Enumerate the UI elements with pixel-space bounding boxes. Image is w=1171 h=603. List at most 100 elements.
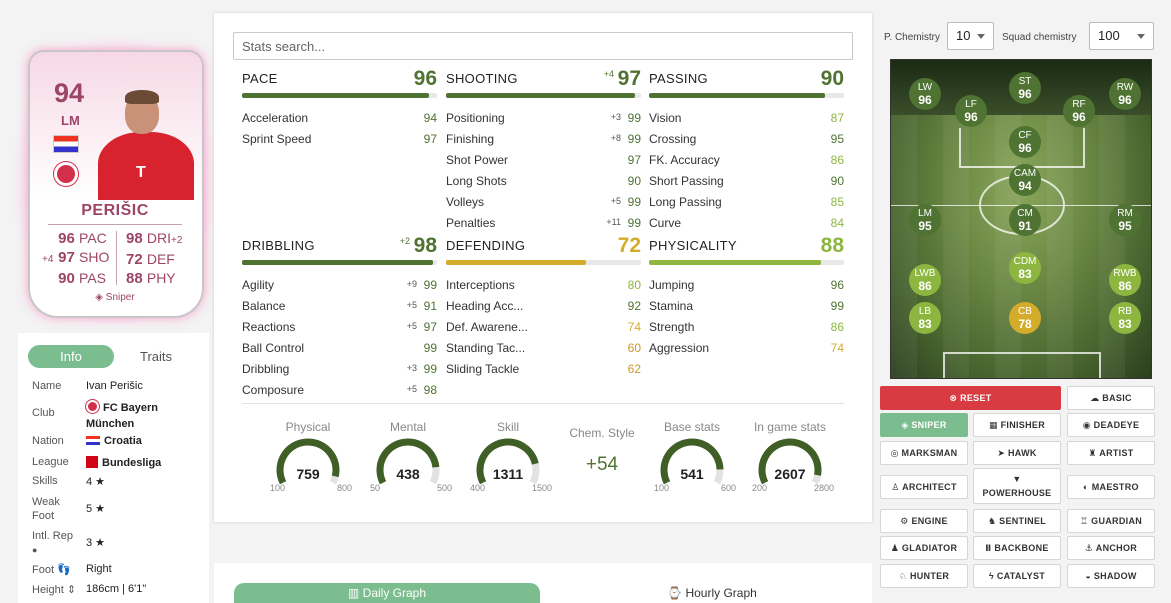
pitch-player-rb[interactable]: RB 83 bbox=[1109, 302, 1141, 334]
stat-value: 97 bbox=[423, 320, 437, 334]
pitch-player-lf[interactable]: LF 96 bbox=[955, 95, 987, 127]
stat-name: Long Passing bbox=[649, 195, 722, 209]
stat-name: Heading Acc... bbox=[446, 299, 524, 313]
artist-button[interactable]: ♜ ARTIST bbox=[1067, 441, 1155, 465]
pitch-player-lw[interactable]: LW 96 bbox=[909, 78, 941, 110]
stat-value: 80 bbox=[627, 278, 641, 292]
info-value-nation[interactable]: Croatia bbox=[86, 435, 142, 447]
engine-icon: ⚙ bbox=[900, 516, 909, 526]
pitch-player-cf[interactable]: CF 96 bbox=[1009, 126, 1041, 158]
stat-name: Strength bbox=[649, 320, 695, 334]
pitch-player-lb[interactable]: LB 83 bbox=[909, 302, 941, 334]
backbone-button[interactable]: Ⅱ BACKBONE bbox=[973, 536, 1061, 560]
pitch-player-lm[interactable]: LM 95 bbox=[909, 204, 941, 236]
guardian-button[interactable]: ♖ GUARDIAN bbox=[1067, 509, 1155, 533]
stat-row: Ball Control 99 bbox=[242, 341, 437, 355]
gladiator-button[interactable]: ♟ GLADIATOR bbox=[880, 536, 968, 560]
tab-hourly-graph[interactable]: ⌚ Hourly Graph bbox=[667, 586, 757, 600]
pitch-player-cam[interactable]: CAM 94 bbox=[1009, 164, 1041, 196]
reset-button[interactable]: ⊗ RESET bbox=[880, 386, 1061, 410]
sentinel-button[interactable]: ♞ SENTINEL bbox=[973, 509, 1061, 533]
pitch-player-cb[interactable]: CB 78 bbox=[1009, 302, 1041, 334]
player-card: 94 LM T PERIŠIC 96 PAC +4 97 SHO 90 PAS … bbox=[12, 35, 218, 325]
stat-boost: +5 bbox=[406, 384, 417, 394]
category-bar bbox=[242, 93, 437, 98]
sniper-icon: ◈ bbox=[901, 420, 909, 430]
info-value-club[interactable]: FC Bayern München bbox=[86, 400, 159, 430]
stat-row: Volleys +5 99 bbox=[446, 195, 641, 209]
tab-traits[interactable]: Traits bbox=[139, 349, 173, 364]
pitch-player-cdm[interactable]: CDM 83 bbox=[1009, 252, 1041, 284]
hawk-button[interactable]: ➤ HAWK bbox=[973, 441, 1061, 465]
catalyst-button[interactable]: ϟ CATALYST bbox=[973, 564, 1061, 588]
info-label-weak-foot: Weak Foot bbox=[32, 496, 60, 522]
artist-icon: ♜ bbox=[1088, 448, 1097, 458]
stat-value: 74 bbox=[830, 341, 844, 355]
anchor-button[interactable]: ⚓ ANCHOR bbox=[1067, 536, 1155, 560]
sniper-button[interactable]: ◈ SNIPER bbox=[880, 413, 968, 437]
bundesliga-icon bbox=[86, 456, 98, 468]
info-label-name: Name bbox=[32, 380, 62, 392]
guardian-icon: ♖ bbox=[1079, 516, 1089, 526]
stat-value: 74 bbox=[627, 320, 641, 334]
marksman-button[interactable]: ◎ MARKSMAN bbox=[880, 441, 968, 465]
pitch-player-rf[interactable]: RF 96 bbox=[1063, 95, 1095, 127]
pitch-player-rw[interactable]: RW 96 bbox=[1109, 78, 1141, 110]
stat-value: 62 bbox=[627, 362, 641, 376]
pitch-player-rm[interactable]: RM 95 bbox=[1109, 204, 1141, 236]
stat-name: Sliding Tackle bbox=[446, 362, 520, 376]
stat-value: 98 bbox=[423, 383, 437, 397]
architect-button[interactable]: ♙ ARCHITECT bbox=[880, 475, 968, 499]
architect-icon: ♙ bbox=[891, 482, 900, 492]
pitch-player-st[interactable]: ST 96 bbox=[1009, 72, 1041, 104]
shadow-icon: ◒ bbox=[1085, 571, 1092, 581]
basic-button[interactable]: ☁ BASIC bbox=[1067, 386, 1155, 410]
stat-row: Dribbling +3 99 bbox=[242, 362, 437, 376]
card-rating: 94 bbox=[54, 78, 85, 108]
pitch-player-lwb[interactable]: LWB 86 bbox=[909, 264, 941, 296]
gauge-min: 200 bbox=[752, 483, 768, 493]
stat-name: Crossing bbox=[649, 132, 697, 146]
info-value-league[interactable]: Bundesliga bbox=[86, 456, 161, 469]
tab-info[interactable]: Info bbox=[28, 345, 114, 368]
p-chemistry-select[interactable]: 10 bbox=[947, 22, 994, 50]
stats-search-input[interactable] bbox=[233, 32, 853, 60]
bayern-club-icon bbox=[54, 162, 78, 186]
maestro-button[interactable]: ◐ MAESTRO bbox=[1067, 475, 1155, 499]
stat-value: 99 bbox=[423, 278, 437, 292]
powerhouse-button[interactable]: ▼ POWERHOUSE bbox=[973, 468, 1061, 504]
gauge-physical: Physical 759 100 800 bbox=[260, 420, 356, 500]
stat-value: 86 bbox=[830, 320, 844, 334]
pitch-player-rwb[interactable]: RWB 86 bbox=[1109, 264, 1141, 296]
stat-name: Standing Tac... bbox=[446, 341, 526, 355]
shadow-button[interactable]: ◒ SHADOW bbox=[1067, 564, 1155, 588]
stat-value: 85 bbox=[830, 195, 844, 209]
stat-row: Long Shots 90 bbox=[446, 174, 641, 188]
tab-daily-graph[interactable]: ▥ Daily Graph bbox=[234, 583, 540, 603]
stat-name: Sprint Speed bbox=[242, 132, 312, 146]
graph-panel: ▥ Daily Graph ⌚ Hourly Graph bbox=[214, 563, 872, 603]
category-bar bbox=[649, 93, 844, 98]
squad-chemistry-select[interactable]: 100 bbox=[1089, 22, 1154, 50]
stat-name: Aggression bbox=[649, 341, 710, 355]
bar-chart-icon: ▥ bbox=[347, 586, 360, 600]
stat-value: 99 bbox=[627, 195, 641, 209]
gauge-value: 541 bbox=[680, 466, 704, 482]
card-stats-separator bbox=[116, 231, 117, 285]
hunter-button[interactable]: ♘ HUNTER bbox=[880, 564, 968, 588]
stat-name: Positioning bbox=[446, 111, 505, 125]
finisher-button[interactable]: ▦ FINISHER bbox=[973, 413, 1061, 437]
stat-row: Shot Power 97 bbox=[446, 153, 641, 167]
category-bar bbox=[649, 260, 844, 265]
category-title: PHYSICALITY bbox=[649, 238, 737, 253]
info-value-foot: Right bbox=[86, 563, 112, 575]
info-panel: Info Traits Name Ivan Perišic Club FC Ba… bbox=[18, 333, 209, 603]
category-bar bbox=[242, 260, 437, 265]
info-value-height: 186cm | 6'1" bbox=[86, 583, 147, 595]
pitch-player-cm[interactable]: CM 91 bbox=[1009, 204, 1041, 236]
deadeye-button[interactable]: ◉ DEADEYE bbox=[1067, 413, 1155, 437]
engine-button[interactable]: ⚙ ENGINE bbox=[880, 509, 968, 533]
stats-panel: PACE 96 Acceleration 94 Sprint Speed 97 S… bbox=[214, 13, 872, 522]
stat-name: Long Shots bbox=[446, 174, 507, 188]
stat-row: Sprint Speed 97 bbox=[242, 132, 437, 146]
